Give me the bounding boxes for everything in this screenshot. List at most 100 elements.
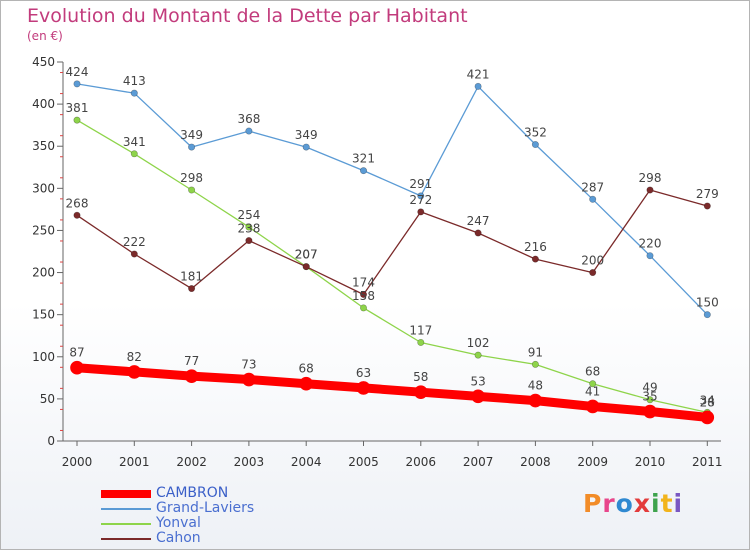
- y-tick-label: 400: [32, 97, 55, 111]
- data-label-grand-laviers: 291: [409, 177, 432, 191]
- point-cahon: [302, 263, 310, 271]
- point-cahon: [474, 229, 482, 237]
- chart-unit: (en €): [27, 29, 63, 43]
- proxiti-logo: Proxiti: [583, 489, 683, 518]
- y-tick-label: 300: [32, 181, 55, 195]
- data-label-cahon: 174: [352, 275, 375, 289]
- logo-letter: o: [615, 489, 634, 518]
- point-grand-laviers: [474, 82, 482, 90]
- x-tick-label: 2000: [62, 455, 93, 469]
- point-cahon: [130, 250, 138, 258]
- point-cahon: [188, 285, 196, 293]
- point-cahon: [73, 211, 81, 219]
- data-label-cambron: 82: [127, 350, 142, 364]
- data-label-cambron: 87: [69, 346, 84, 360]
- point-cambron: [471, 389, 485, 404]
- data-label-cambron: 73: [241, 358, 256, 372]
- y-tick-label: 0: [47, 434, 55, 448]
- y-tick-label: 350: [32, 139, 55, 153]
- point-yonval: [589, 380, 597, 388]
- point-grand-laviers: [359, 167, 367, 175]
- data-label-grand-laviers: 352: [524, 126, 547, 140]
- point-yonval: [130, 150, 138, 158]
- point-yonval: [73, 116, 81, 124]
- data-label-cahon: 272: [409, 193, 432, 207]
- data-label-grand-laviers: 349: [295, 128, 318, 142]
- point-grand-laviers: [646, 252, 654, 260]
- x-tick-label: 2003: [234, 455, 265, 469]
- y-tick-label: 100: [32, 350, 55, 364]
- data-label-yonval: 34: [700, 393, 715, 407]
- data-label-cambron: 77: [184, 354, 199, 368]
- data-label-grand-laviers: 287: [581, 180, 604, 194]
- point-grand-laviers: [245, 127, 253, 135]
- point-cambron: [413, 385, 428, 399]
- point-cahon: [245, 237, 253, 245]
- x-tick-label: 2009: [577, 455, 608, 469]
- point-cahon: [417, 208, 425, 216]
- point-cambron: [242, 372, 256, 387]
- data-label-yonval: 254: [237, 208, 260, 222]
- data-label-grand-laviers: 424: [66, 65, 89, 79]
- point-cambron: [643, 404, 657, 419]
- data-label-cahon: 207: [295, 248, 318, 262]
- point-cambron: [70, 360, 84, 375]
- data-label-cambron: 68: [299, 362, 314, 376]
- point-yonval: [646, 396, 654, 404]
- logo-letter: t: [660, 489, 674, 518]
- series-line-cambron: [72, 363, 712, 422]
- data-label-cambron: 48: [528, 379, 543, 393]
- point-grand-laviers: [417, 192, 425, 200]
- series-points: [70, 80, 715, 425]
- legend-swatch: [101, 508, 151, 510]
- data-label-yonval: 49: [642, 381, 657, 395]
- x-tick-label: 2007: [463, 455, 494, 469]
- data-label-grand-laviers: 349: [180, 128, 203, 142]
- point-cambron: [528, 393, 543, 408]
- data-label-yonval: 298: [180, 171, 203, 185]
- x-tick-label: 2008: [520, 455, 551, 469]
- data-label-grand-laviers: 321: [352, 152, 375, 166]
- point-yonval: [531, 360, 539, 368]
- x-tick-label: 2011: [692, 455, 723, 469]
- point-grand-laviers: [188, 143, 196, 151]
- data-label-cambron: 58: [413, 370, 428, 384]
- legend-swatch: [101, 523, 151, 525]
- data-label-grand-laviers: 220: [639, 237, 662, 251]
- x-tick-label: 2002: [176, 455, 207, 469]
- data-label-yonval: 91: [528, 345, 543, 359]
- data-label-cahon: 216: [524, 240, 547, 254]
- logo-letter: i: [673, 489, 684, 518]
- data-label-cahon: 181: [180, 270, 203, 284]
- series-line-cahon: [76, 189, 708, 296]
- data-label-cahon: 238: [237, 222, 260, 236]
- legend-swatch: [101, 538, 151, 540]
- point-cahon: [646, 186, 654, 194]
- point-yonval: [188, 186, 196, 194]
- data-label-cahon: 222: [123, 235, 146, 249]
- legend-swatch: [101, 490, 151, 498]
- logo-letter: P: [583, 489, 603, 518]
- legend-label: Cahon: [156, 530, 201, 546]
- point-yonval: [474, 351, 482, 359]
- data-label-grand-laviers: 150: [696, 296, 719, 310]
- x-tick-label: 2005: [348, 455, 379, 469]
- data-label-yonval: 341: [123, 135, 146, 149]
- point-yonval: [417, 338, 425, 346]
- y-tick-label: 200: [32, 266, 55, 280]
- point-grand-laviers: [73, 80, 81, 88]
- legend-label: CAMBRON: [156, 485, 229, 501]
- data-label-yonval: 117: [409, 323, 432, 337]
- x-tick-label: 2006: [406, 455, 437, 469]
- point-grand-laviers: [589, 195, 597, 203]
- point-cambron: [585, 399, 600, 414]
- data-label-yonval: 207: [295, 248, 318, 262]
- point-cahon: [531, 255, 539, 263]
- series-lines: [72, 83, 712, 422]
- data-label-cahon: 298: [639, 171, 662, 185]
- point-cahon: [589, 269, 597, 277]
- y-tick-label: 150: [32, 308, 55, 322]
- legend-label: Yonval: [156, 515, 201, 531]
